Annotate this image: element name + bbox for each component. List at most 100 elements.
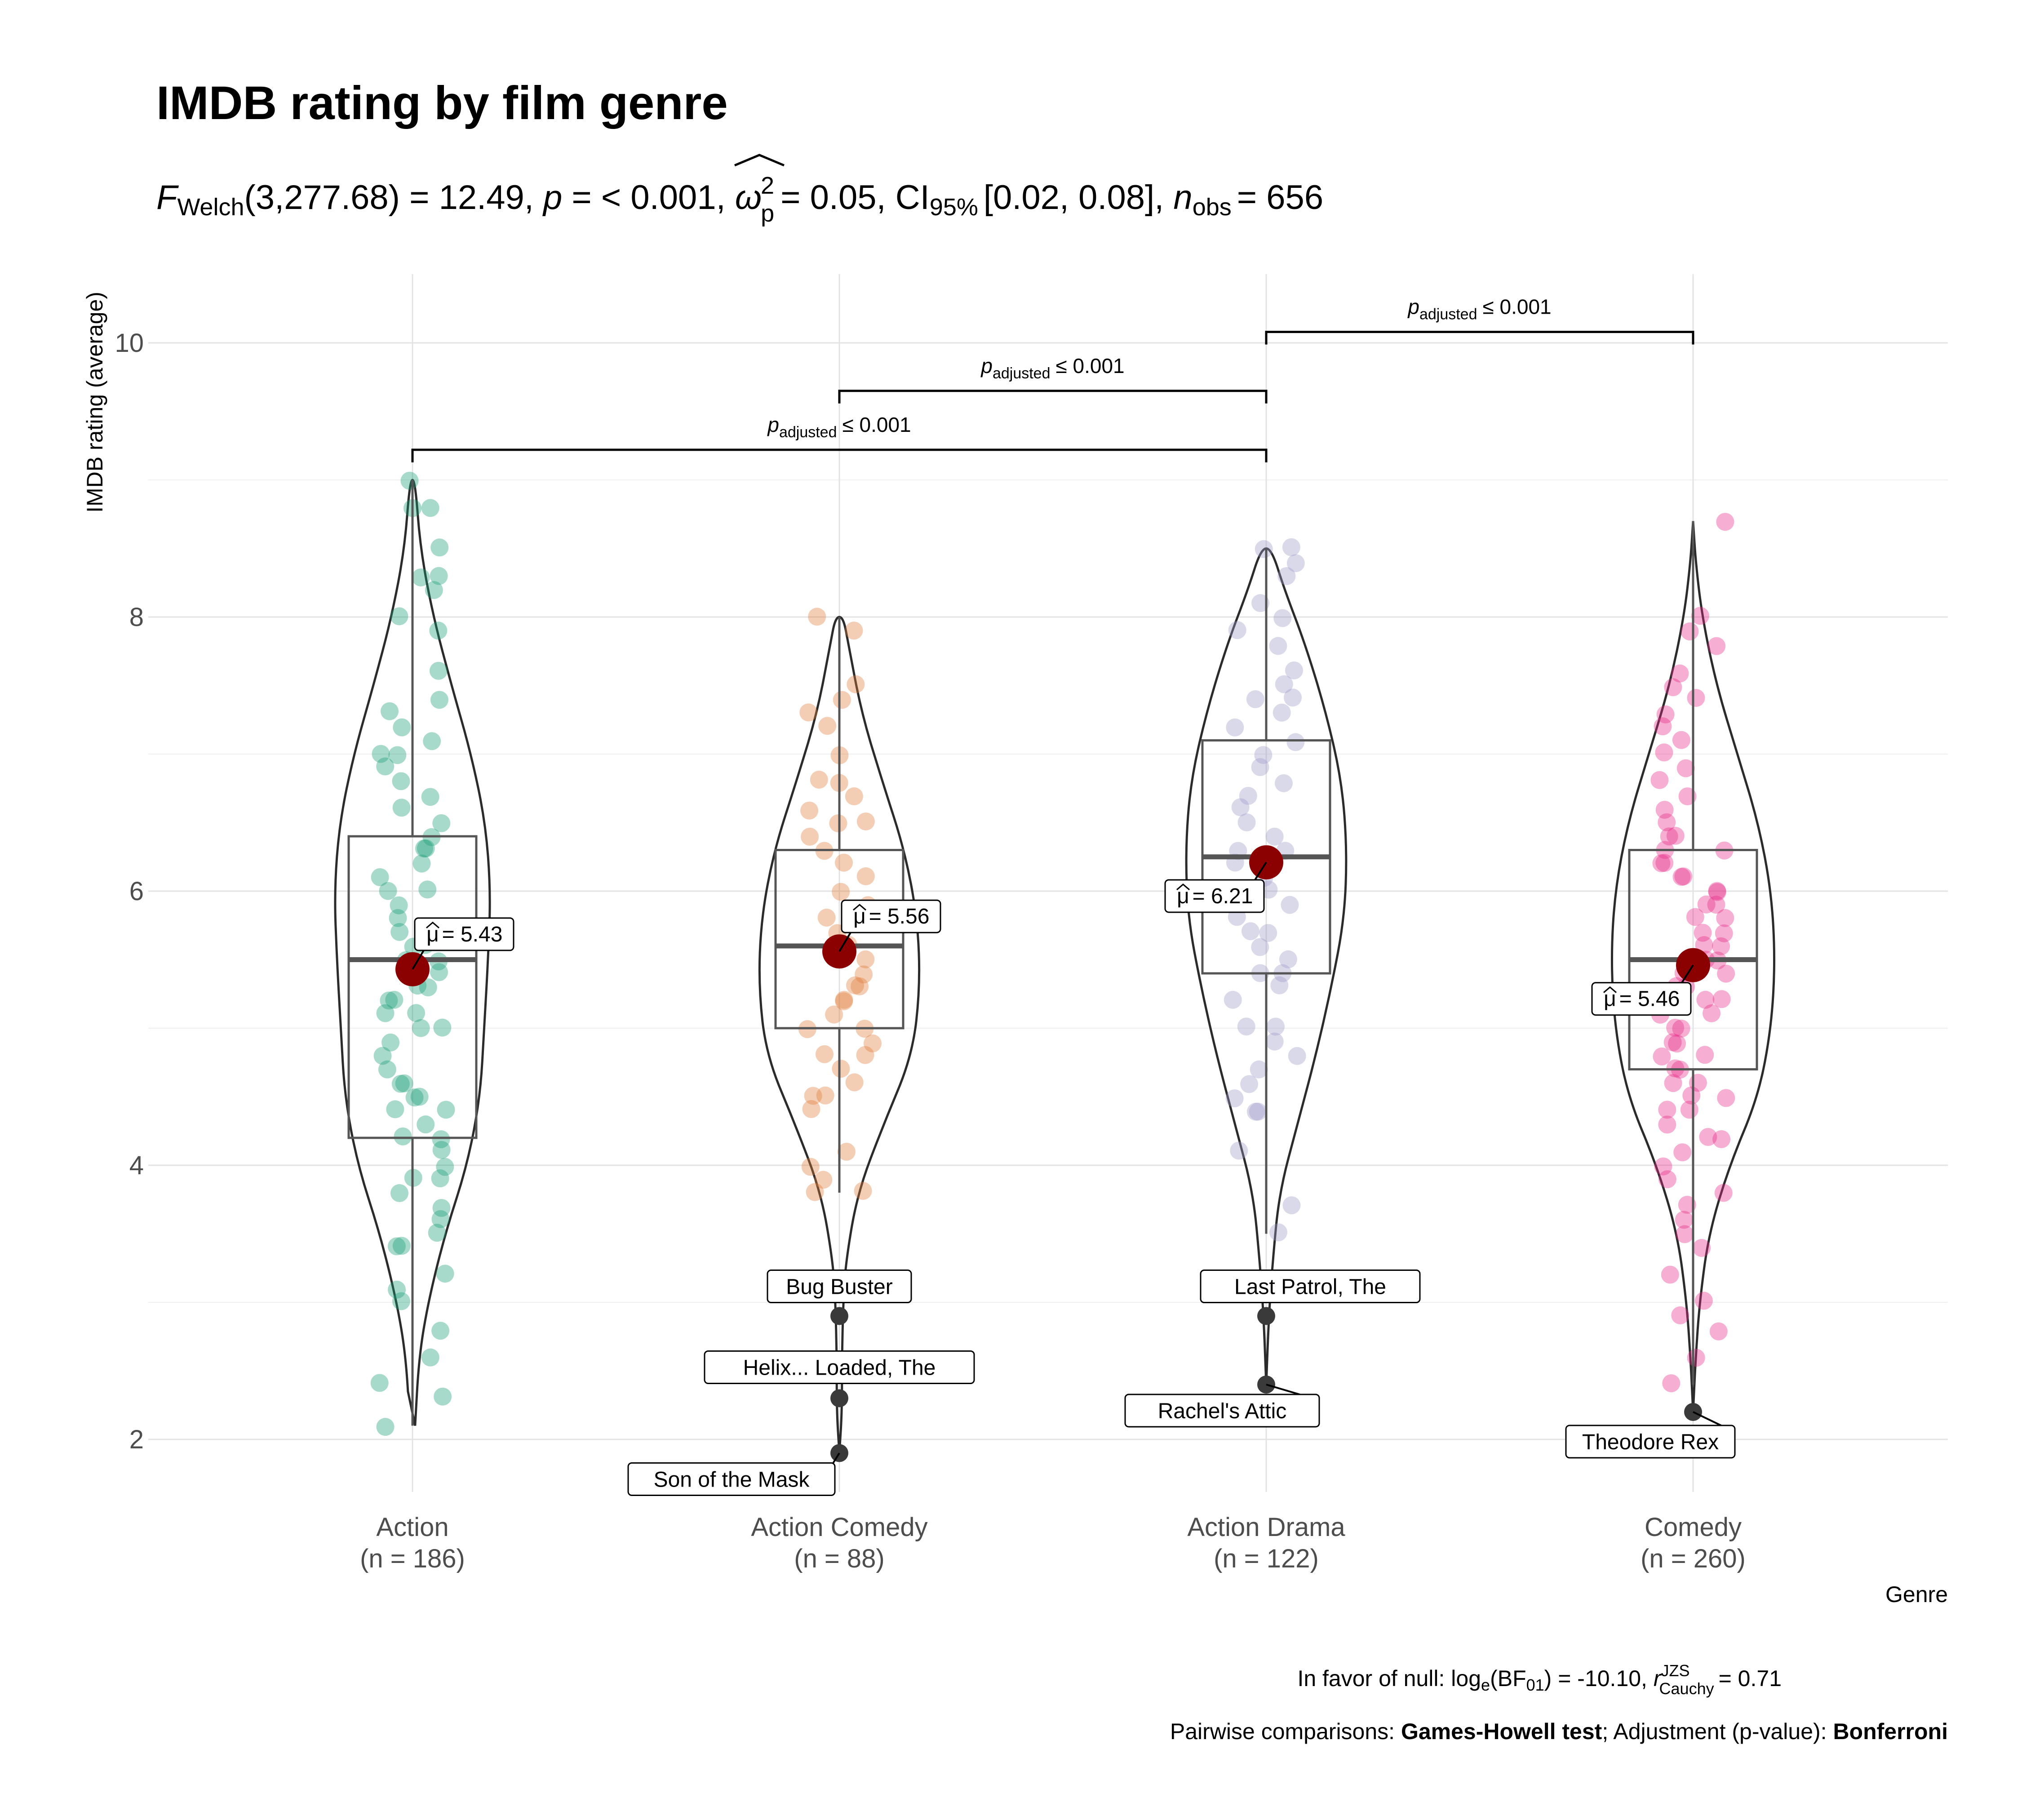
point-0-44 <box>390 923 409 941</box>
point-0-18 <box>432 1130 450 1149</box>
point-2-0 <box>1269 1223 1287 1242</box>
point-0-8 <box>392 1237 411 1255</box>
r-sup: JZS <box>1661 1661 1690 1680</box>
x-tick-n-0: (n = 186) <box>360 1544 465 1573</box>
point-1-32 <box>856 812 875 830</box>
point-3-8 <box>1675 1211 1693 1229</box>
point-0-65 <box>430 691 448 709</box>
mean-label-box-2 <box>1164 879 1265 913</box>
point-0-67 <box>429 621 448 640</box>
y-tick-label-10: 10 <box>115 328 144 358</box>
point-1-25 <box>817 909 836 927</box>
p-value: = < 0.001, <box>572 178 725 217</box>
point-3-48 <box>1697 895 1716 914</box>
point-2-13 <box>1270 976 1289 994</box>
point-0-61 <box>372 745 390 763</box>
point-1-33 <box>829 814 847 833</box>
point-1-40 <box>799 703 818 722</box>
bracket-label-0: padjusted ≤ 0.001 <box>767 413 911 441</box>
outlier-point-2-0 <box>1257 1307 1275 1325</box>
point-2-19 <box>1259 924 1277 942</box>
point-2-30 <box>1239 787 1257 805</box>
point-3-5 <box>1661 1265 1679 1284</box>
stat-value: (3,277.68) = 12.49, <box>244 178 534 217</box>
point-2-48 <box>1255 540 1273 558</box>
point-2-36 <box>1273 703 1291 722</box>
point-3-74 <box>1716 513 1734 531</box>
mean-mu-hat-0 <box>426 921 439 928</box>
r-sub: Cauchy <box>1659 1679 1714 1698</box>
point-2-46 <box>1286 554 1305 573</box>
point-3-26 <box>1696 1046 1714 1064</box>
outlier-label-box-1-0 <box>767 1270 912 1303</box>
point-0-6 <box>388 1280 406 1299</box>
mean-label-3: = 5.46 <box>1619 987 1680 1011</box>
mean-label-box-0 <box>414 917 514 951</box>
point-2-41 <box>1269 637 1287 655</box>
mean-label-2: = 6.21 <box>1193 884 1253 908</box>
point-3-0 <box>1662 1374 1681 1393</box>
n-sub: obs <box>1193 194 1232 221</box>
x-axis-label: Genre <box>1885 1582 1948 1607</box>
point-0-53 <box>417 839 435 857</box>
point-3-25 <box>1653 1048 1671 1066</box>
point-0-10 <box>428 1224 446 1242</box>
outlier-label-box-1-2 <box>627 1462 836 1496</box>
point-3-32 <box>1703 1004 1721 1022</box>
point-3-45 <box>1716 909 1734 927</box>
point-1-6 <box>816 1086 834 1105</box>
pairwise-brackets: padjusted ≤ 0.001 padjusted ≤ 0.001 padjuste… <box>411 295 1694 462</box>
point-3-16 <box>1658 1115 1676 1134</box>
point-0-55 <box>432 814 451 832</box>
point-0-31 <box>412 1019 430 1037</box>
bf-mid: (BF <box>1490 1666 1526 1691</box>
bayes-factor-caption: In favor of null: loge(BF01) = -10.10, r… <box>1297 1661 1782 1698</box>
bracket-label-2: padjusted ≤ 0.001 <box>1407 295 1551 323</box>
mean-leader-0 <box>412 950 425 970</box>
point-2-11 <box>1266 1017 1285 1036</box>
violins <box>334 479 1776 1453</box>
point-1-21 <box>856 950 875 968</box>
point-3-12 <box>1654 1157 1672 1176</box>
pair-adjust: Bonferroni <box>1833 1719 1948 1744</box>
point-0-57 <box>421 788 439 806</box>
point-2-32 <box>1251 758 1269 777</box>
point-0-11 <box>431 1210 450 1228</box>
point-3-47 <box>1707 896 1725 914</box>
effect-symbol: ω <box>735 178 762 217</box>
point-2-43 <box>1273 609 1292 627</box>
point-3-18 <box>1658 1101 1676 1119</box>
point-3-46 <box>1686 908 1704 926</box>
violin-0 <box>334 479 491 1426</box>
point-3-43 <box>1715 924 1733 942</box>
y-axis-ticks: 2 4 6 8 10 <box>115 328 144 1454</box>
point-3-63 <box>1676 759 1695 777</box>
pair-prefix: Pairwise comparisons: <box>1170 1719 1401 1744</box>
outlier-label-box-3-0 <box>1565 1425 1736 1459</box>
point-3-69 <box>1664 678 1682 697</box>
x-tick-label-2: Action Drama <box>1187 1513 1345 1542</box>
point-2-33 <box>1254 746 1273 764</box>
point-0-5 <box>392 1292 410 1310</box>
point-3-57 <box>1666 826 1685 845</box>
point-0-33 <box>407 1004 426 1022</box>
point-3-50 <box>1708 882 1726 900</box>
outlier-point-1-0 <box>830 1307 848 1325</box>
point-0-4 <box>431 1322 450 1340</box>
mean-label-1: = 5.56 <box>869 905 930 928</box>
point-3-67 <box>1656 705 1675 724</box>
point-3-7 <box>1676 1225 1694 1243</box>
bf-value: ) = -10.10, <box>1544 1666 1647 1691</box>
point-0-47 <box>390 896 408 914</box>
point-0-1 <box>434 1387 452 1406</box>
point-1-42 <box>847 675 865 693</box>
point-0-23 <box>405 1088 424 1107</box>
point-2-4 <box>1246 1102 1265 1121</box>
point-1-4 <box>837 1142 856 1161</box>
point-3-60 <box>1655 801 1674 819</box>
point-2-8 <box>1288 1047 1306 1065</box>
boxplots <box>347 480 1758 1426</box>
point-2-9 <box>1265 1032 1284 1051</box>
point-0-51 <box>412 854 431 873</box>
n-value: = 656 <box>1237 178 1323 217</box>
